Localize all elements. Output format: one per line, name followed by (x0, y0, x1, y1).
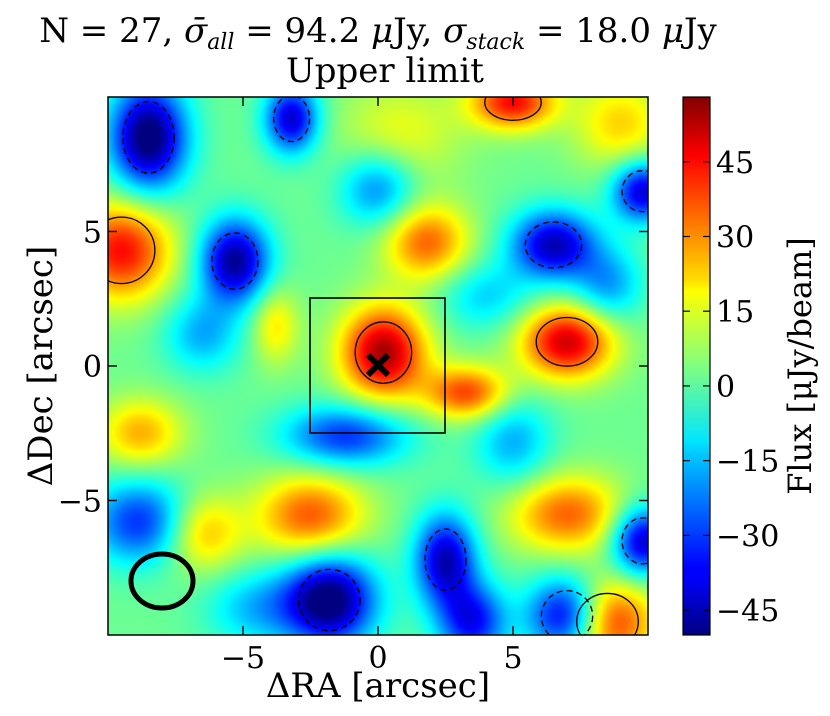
negative-contour (524, 221, 583, 269)
title-unit-1: Jy, (390, 11, 443, 51)
title-sigma-all-subscript: all (207, 30, 234, 55)
colorbar-tick-label: 15 (716, 295, 754, 330)
colorbar-label: Flux [μJy/beam] (781, 237, 819, 495)
positive-contour (535, 316, 599, 367)
y-axis-label: ΔDec [arcsec] (21, 246, 61, 487)
positive-contour (484, 97, 542, 121)
x-tick-label: −5 (221, 641, 265, 676)
colorbar-tick-label: 30 (716, 220, 754, 255)
negative-contour (424, 528, 467, 591)
colorbar-tick-label: −45 (716, 594, 779, 629)
x-tick-label: 5 (503, 641, 522, 676)
positive-contour (354, 321, 413, 384)
chart-subtitle: Upper limit (286, 51, 484, 91)
title-sigma-stack-subscript: stack (466, 30, 525, 55)
negative-contour (621, 517, 648, 565)
negative-contour (621, 170, 648, 213)
colorbar-tick-label: 45 (716, 146, 754, 181)
chart-title: N = 27, σ̄all = 94.2 μJy, σstack = 18.0 … (39, 11, 717, 55)
colorbar (682, 96, 711, 636)
y-axis-ticks: 5 0 −5 (58, 216, 648, 520)
colorbar-ticks: 45 30 15 0 −15 −30 −45 (683, 146, 779, 629)
negative-contour (540, 589, 594, 635)
beam-ellipse (128, 551, 196, 611)
title-unit-2: Jy (681, 11, 718, 51)
title-mu-1: μ (371, 11, 393, 51)
negative-contour (297, 568, 361, 632)
y-tick-label: 0 (83, 350, 102, 385)
y-tick-label: 5 (83, 216, 102, 251)
positive-contour (576, 592, 639, 635)
stack-region-box (309, 297, 446, 434)
title-sigma-all-value: = 94.2 (234, 11, 371, 51)
negative-contour (122, 100, 175, 174)
y-tick-label: −5 (58, 485, 102, 520)
x-axis-ticks: −5 0 5 (221, 97, 523, 676)
title-mu-2: μ (662, 11, 684, 51)
target-marker (365, 352, 391, 378)
colorbar-tick-label: 0 (716, 370, 735, 405)
x-tick-label: 0 (368, 641, 387, 676)
colorbar-tick-label: −30 (716, 519, 779, 554)
negative-contour (211, 232, 259, 290)
title-sigma-all-symbol: σ̄ (184, 11, 208, 51)
title-sigma-stack-value: = 18.0 (525, 11, 662, 51)
colorbar-tick-label: −15 (716, 445, 779, 480)
positive-contour (108, 216, 156, 285)
title-count: N = 27, (39, 11, 184, 51)
contour-layer (108, 97, 648, 635)
x-axis-label: ΔRA [arcsec] (266, 666, 490, 706)
title-sigma-stack-symbol: σ (443, 11, 467, 51)
negative-contour (273, 97, 311, 143)
